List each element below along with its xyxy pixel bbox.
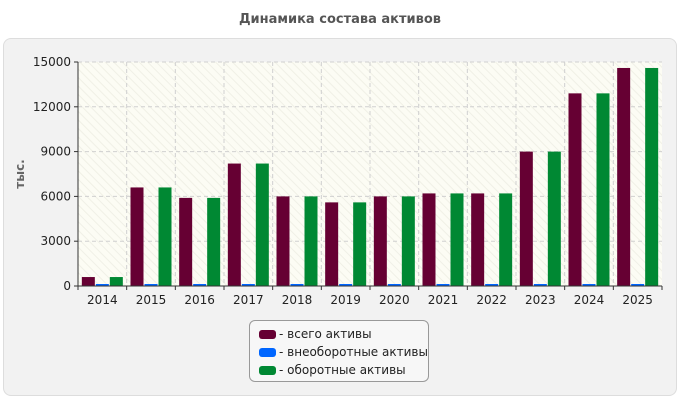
legend-item-total: - всего активы xyxy=(259,325,428,343)
bar-0-2018 xyxy=(276,196,290,286)
legend-swatch-total xyxy=(259,329,276,339)
y-tick-label: 9000 xyxy=(40,145,71,159)
bar-1-2023 xyxy=(533,284,547,286)
bar-2-2016 xyxy=(207,197,221,286)
x-tick-label: 2025 xyxy=(622,293,653,307)
grid-lines xyxy=(78,61,662,286)
bar-1-2014 xyxy=(95,284,109,286)
bar-0-2023 xyxy=(519,151,533,286)
y-tick-label: 15000 xyxy=(33,55,71,69)
x-tick-label: 2018 xyxy=(282,293,313,307)
bars xyxy=(81,67,659,287)
x-tick-label: 2021 xyxy=(428,293,459,307)
x-tick-label: 2016 xyxy=(184,293,215,307)
legend-item-current: - оборотные активы xyxy=(259,361,428,379)
bar-2-2014 xyxy=(109,277,123,286)
bar-0-2021 xyxy=(422,193,436,286)
bar-2-2021 xyxy=(450,193,464,286)
bar-2-2023 xyxy=(547,151,561,286)
bar-1-2022 xyxy=(485,284,499,286)
legend-swatch-noncurrent xyxy=(259,347,276,357)
legend-label-total: - всего активы xyxy=(279,327,372,341)
bar-2-2024 xyxy=(596,93,610,286)
bar-0-2022 xyxy=(471,193,485,286)
bar-2-2025 xyxy=(645,67,659,287)
bar-0-2020 xyxy=(373,196,387,286)
bar-0-2024 xyxy=(568,93,582,286)
bar-2-2019 xyxy=(353,202,367,286)
bar-2-2017 xyxy=(255,163,269,286)
x-tick-label: 2019 xyxy=(330,293,361,307)
bar-0-2014 xyxy=(81,277,95,286)
bar-2-2020 xyxy=(401,196,415,286)
bar-2-2015 xyxy=(158,187,172,286)
legend-label-current: - оборотные активы xyxy=(279,363,406,377)
bar-0-2025 xyxy=(617,67,631,287)
bar-0-2015 xyxy=(130,187,144,286)
bar-1-2020 xyxy=(387,284,401,286)
x-tick-label: 2022 xyxy=(476,293,507,307)
y-tick-label: 3000 xyxy=(40,234,71,248)
bar-0-2019 xyxy=(325,202,339,286)
x-tick-label: 2017 xyxy=(233,293,264,307)
bar-1-2024 xyxy=(582,284,596,286)
x-tick-label: 2014 xyxy=(87,293,118,307)
x-tick-label: 2015 xyxy=(136,293,167,307)
y-tick-label: 12000 xyxy=(33,100,71,114)
chart-title: Динамика состава активов xyxy=(238,12,442,27)
bar-1-2015 xyxy=(144,284,158,286)
y-tick-label: 6000 xyxy=(40,189,71,203)
x-tick-label: 2023 xyxy=(525,293,556,307)
bar-1-2021 xyxy=(436,284,450,286)
x-tick-label: 2024 xyxy=(574,293,605,307)
bar-1-2019 xyxy=(339,284,353,286)
bar-0-2017 xyxy=(227,163,241,286)
y-tick-labels: 0 3000 6000 9000 12000 15000 xyxy=(33,55,71,293)
bar-1-2016 xyxy=(193,284,207,286)
bar-1-2018 xyxy=(290,284,304,286)
y-axis-label: тыс. xyxy=(13,159,27,188)
axes xyxy=(74,61,663,290)
x-tick-label: 2020 xyxy=(379,293,410,307)
legend-swatch-current xyxy=(259,365,276,375)
legend-label-noncurrent: - внеоборотные активы xyxy=(279,345,428,359)
legend-item-noncurrent: - внеоборотные активы xyxy=(259,343,428,361)
bar-1-2025 xyxy=(631,284,645,286)
chart-legend: - всего активы - внеоборотные активы - о… xyxy=(249,320,429,382)
bar-0-2016 xyxy=(179,197,193,286)
bar-2-2022 xyxy=(499,193,513,286)
x-tick-labels: 2014 2015 2016 2017 2018 2019 2020 2021 2022 2023… xyxy=(87,293,653,307)
y-tick-label: 0 xyxy=(63,279,71,293)
bar-1-2017 xyxy=(241,284,255,286)
bar-2-2018 xyxy=(304,196,318,286)
